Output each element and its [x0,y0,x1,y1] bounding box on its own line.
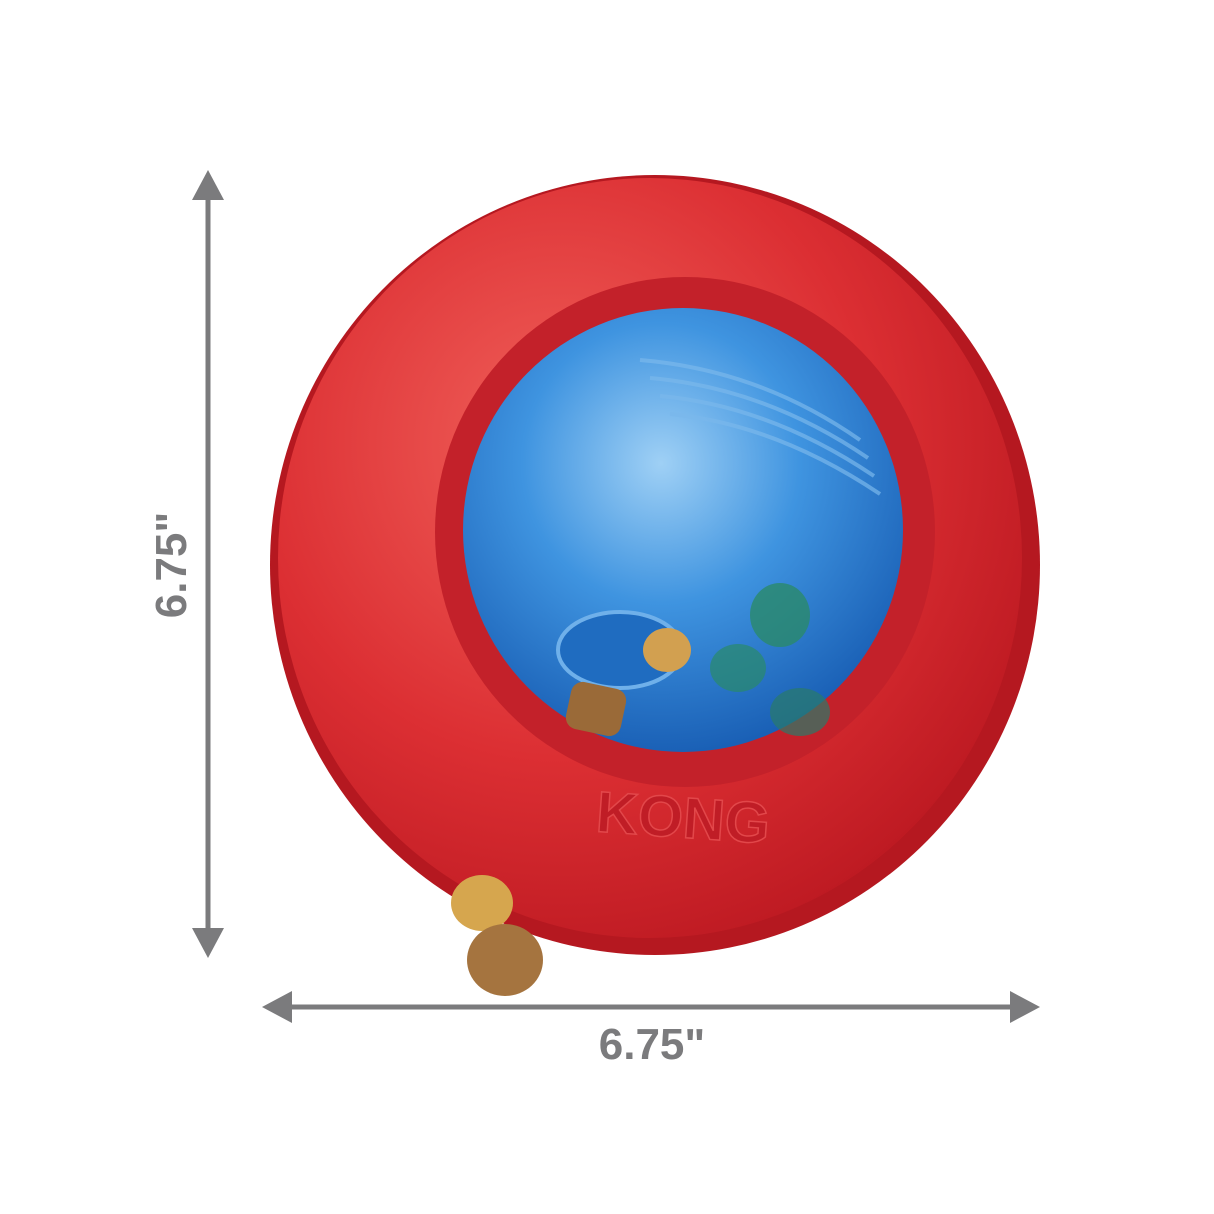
kong-logo: KONG [594,780,772,857]
width-dimension-arrow [262,991,1040,1023]
width-dimension-label: 6.75" [598,1020,706,1069]
blue-treat-ball [463,308,903,752]
height-dimension-label: 6.75" [147,511,196,619]
height-dimension-arrow [192,170,224,958]
kibble-pieces [451,628,691,996]
